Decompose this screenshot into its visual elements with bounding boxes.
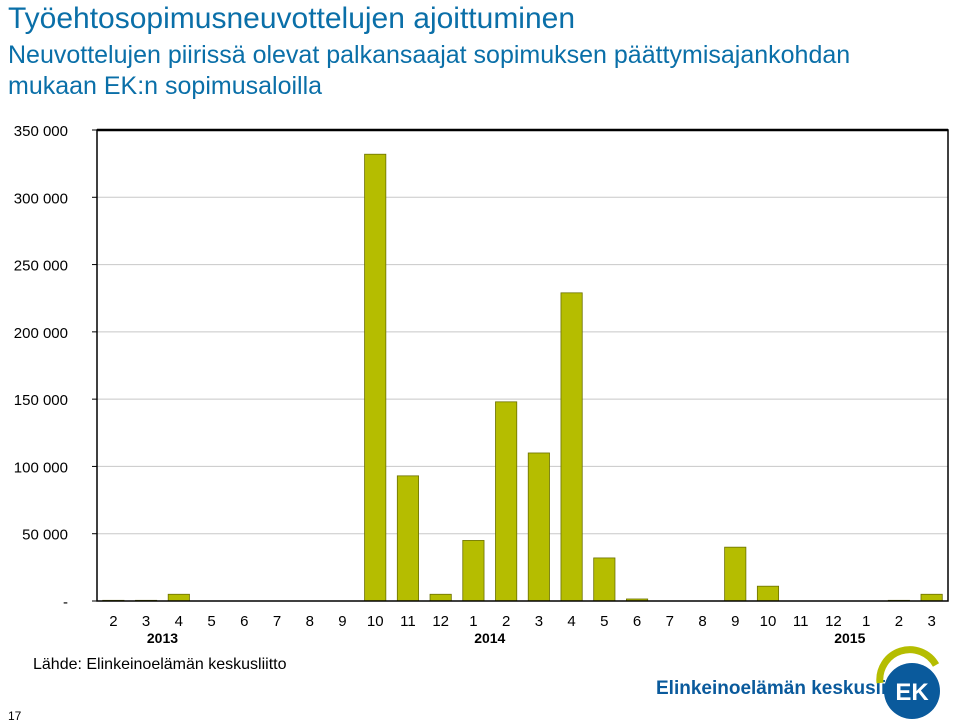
logo-text: Elinkeinoelämän keskusliitto	[656, 678, 916, 699]
logo-mark-text: EK	[895, 679, 929, 706]
x-tick-label: 12	[432, 613, 449, 630]
year-label: 2015	[834, 630, 865, 646]
x-tick-label: 10	[760, 613, 777, 630]
x-tick-label: 9	[338, 613, 346, 630]
x-tick-label: 8	[698, 613, 706, 630]
x-tick-label: 8	[306, 613, 314, 630]
y-tick-label: 150 000	[14, 392, 68, 409]
y-tick-label: 300 000	[14, 190, 68, 207]
y-tick-label: 250 000	[14, 258, 68, 275]
bar	[462, 540, 485, 602]
x-tick-label: 6	[240, 613, 248, 630]
y-tick-label: -	[63, 594, 68, 611]
bar	[560, 292, 583, 602]
ek-logo-mark: EK	[876, 646, 940, 719]
bar	[364, 153, 387, 602]
x-tick-label: 4	[175, 613, 183, 630]
bar	[167, 593, 190, 602]
x-tick-label: 5	[600, 613, 608, 630]
gridlines	[97, 129, 948, 535]
x-tick-label: 3	[535, 613, 543, 630]
x-tick-label: 9	[731, 613, 739, 630]
bar	[724, 546, 747, 602]
y-tick-label: 100 000	[14, 459, 68, 476]
axes	[92, 128, 949, 602]
plot-frame	[96, 129, 949, 602]
page-subtitle: Neuvottelujen piirissä olevat palkansaaj…	[8, 41, 851, 100]
x-tick-label: 1	[862, 613, 870, 630]
y-tick-label: 50 000	[22, 527, 68, 544]
x-tick-label: 7	[273, 613, 281, 630]
x-tick-label: 4	[567, 613, 575, 630]
bar	[527, 452, 550, 602]
bar	[756, 585, 780, 602]
x-tick-label: 2	[895, 613, 903, 630]
year-label: 2014	[474, 630, 505, 646]
x-tick-label: 5	[207, 613, 215, 630]
bar	[593, 557, 616, 602]
bar	[495, 401, 518, 602]
x-tick-label: 10	[367, 613, 384, 630]
x-tick-label: 2	[109, 613, 117, 630]
ek-logo: Elinkeinoelämän keskusliitto EK	[640, 640, 960, 725]
page-number: 17	[8, 709, 22, 723]
bars	[102, 153, 943, 602]
bar	[429, 593, 452, 602]
x-tick-label: 12	[825, 613, 842, 630]
x-tick-label: 1	[469, 613, 477, 630]
x-tick-label: 11	[400, 613, 416, 630]
page-title: Työehtosopimusneuvottelujen ajoittuminen	[8, 2, 576, 35]
y-tick-label: 200 000	[14, 325, 68, 342]
bar	[920, 593, 943, 602]
source-note: Lähde: Elinkeinoelämän keskusliitto	[33, 656, 287, 673]
x-tick-label: 2	[502, 613, 510, 630]
x-tick-label: 3	[927, 613, 935, 630]
y-tick-label: 350 000	[14, 123, 68, 140]
bar	[396, 475, 419, 602]
x-tick-label: 3	[142, 613, 150, 630]
x-tick-label: 6	[633, 613, 641, 630]
x-tick-label: 11	[793, 613, 809, 630]
x-tick-label: 7	[666, 613, 674, 630]
year-label: 2013	[147, 630, 178, 646]
